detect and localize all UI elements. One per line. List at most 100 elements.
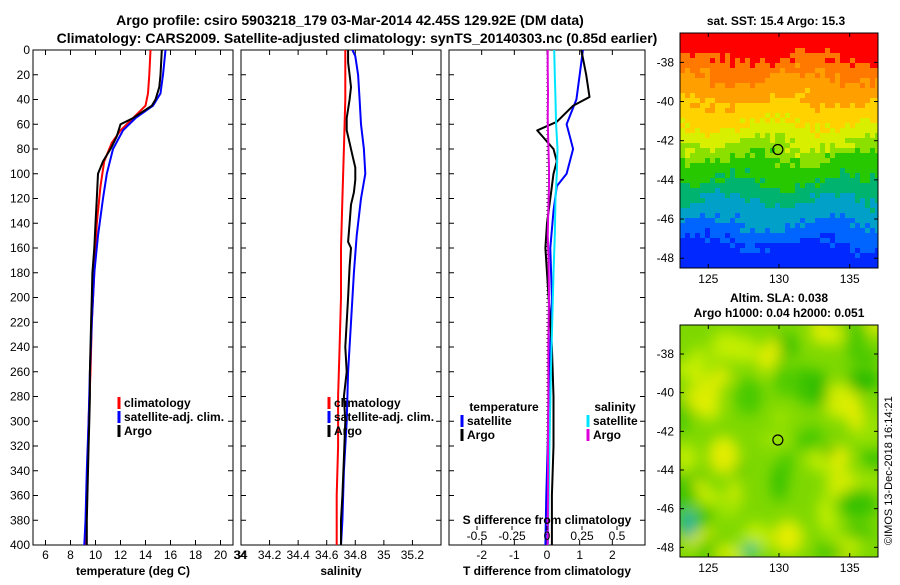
sst-cell	[870, 223, 876, 229]
sst-cell	[800, 58, 806, 64]
sst-cell	[785, 58, 791, 64]
sst-cell	[720, 108, 726, 114]
sst-cell	[795, 163, 801, 169]
sst-cell	[705, 233, 711, 239]
sst-cell	[765, 68, 771, 74]
sst-cell	[725, 228, 731, 234]
sst-cell	[820, 208, 826, 214]
sst-cell	[770, 88, 776, 94]
sst-cell	[705, 93, 711, 99]
sst-cell	[850, 38, 856, 44]
x-axis-label: T difference from climatology	[463, 564, 631, 578]
sst-cell	[865, 178, 871, 184]
legend-label: satellite-adj. clim.	[334, 410, 434, 424]
sst-cell	[845, 68, 851, 74]
sst-cell	[795, 103, 801, 109]
sst-cell	[725, 253, 731, 259]
sst-cell	[800, 243, 806, 249]
sst-cell	[805, 173, 811, 179]
sst-cell	[810, 78, 816, 84]
sst-cell	[845, 78, 851, 84]
sst-cell	[850, 178, 856, 184]
sst-cell	[730, 178, 736, 184]
sst-cell	[715, 88, 721, 94]
sst-cell	[825, 183, 831, 189]
sst-cell	[775, 63, 781, 69]
sst-cell	[725, 43, 731, 49]
sst-cell	[760, 138, 766, 144]
sst-cell	[825, 218, 831, 224]
sst-cell	[810, 88, 816, 94]
sst-cell	[770, 198, 776, 204]
sst-cell	[755, 78, 761, 84]
sst-cell	[870, 243, 876, 249]
sla-blob	[846, 395, 863, 433]
sst-cell	[805, 58, 811, 64]
sst-cell	[805, 228, 811, 234]
sst-cell	[815, 78, 821, 84]
sst-cell	[680, 53, 686, 59]
sst-cell	[700, 183, 706, 189]
sst-cell	[710, 153, 716, 159]
sst-cell	[790, 43, 796, 49]
sst-cell	[690, 203, 696, 209]
sst-cell	[725, 53, 731, 59]
sst-cell	[810, 98, 816, 104]
sst-cell	[850, 218, 856, 224]
sst-cell	[810, 108, 816, 114]
sst-cell	[730, 108, 736, 114]
sst-cell	[785, 193, 791, 199]
sst-cell	[810, 113, 816, 119]
sst-cell	[735, 223, 741, 229]
sst-cell	[815, 248, 821, 254]
sst-cell	[775, 163, 781, 169]
sst-cell	[760, 253, 766, 259]
sst-cell	[795, 198, 801, 204]
sst-cell	[875, 118, 878, 124]
sst-cell	[715, 138, 721, 144]
sst-cell	[840, 253, 846, 259]
sst-cell	[875, 178, 878, 184]
sst-cell	[780, 103, 786, 109]
sst-cell	[780, 118, 786, 124]
sst-cell	[875, 68, 878, 74]
sst-cell	[690, 193, 696, 199]
sst-cell	[725, 83, 731, 89]
sst-cell	[820, 213, 826, 219]
y-tick-label: 40	[17, 93, 31, 107]
sst-cell	[715, 263, 721, 268]
sst-cell	[810, 63, 816, 69]
sst-cell	[790, 203, 796, 209]
sst-cell	[715, 148, 721, 154]
sst-cell	[855, 258, 861, 264]
sst-cell	[785, 83, 791, 89]
sst-cell	[830, 148, 836, 154]
sst-cell	[830, 103, 836, 109]
sst-cell	[740, 123, 746, 129]
sst-cell	[855, 248, 861, 254]
sst-cell	[815, 153, 821, 159]
sst-cell	[820, 148, 826, 154]
sst-cell	[690, 208, 696, 214]
sst-cell	[835, 263, 841, 268]
sst-cell	[725, 93, 731, 99]
legend-label: satellite	[593, 414, 638, 428]
sst-cell	[830, 133, 836, 139]
sst-cell	[690, 163, 696, 169]
sla-blob	[775, 363, 792, 397]
sst-cell	[745, 128, 751, 134]
sst-cell	[830, 253, 836, 259]
sst-cell	[685, 113, 691, 119]
sst-cell	[865, 118, 871, 124]
sst-cell	[770, 128, 776, 134]
sst-cell	[770, 228, 776, 234]
sst-cell	[860, 93, 866, 99]
sst-cell	[810, 208, 816, 214]
sst-cell	[780, 228, 786, 234]
sst-cell	[760, 143, 766, 149]
sst-cell	[815, 188, 821, 194]
sst-cell	[820, 123, 826, 129]
sst-cell	[835, 103, 841, 109]
sst-cell	[855, 68, 861, 74]
sst-cell	[745, 158, 751, 164]
